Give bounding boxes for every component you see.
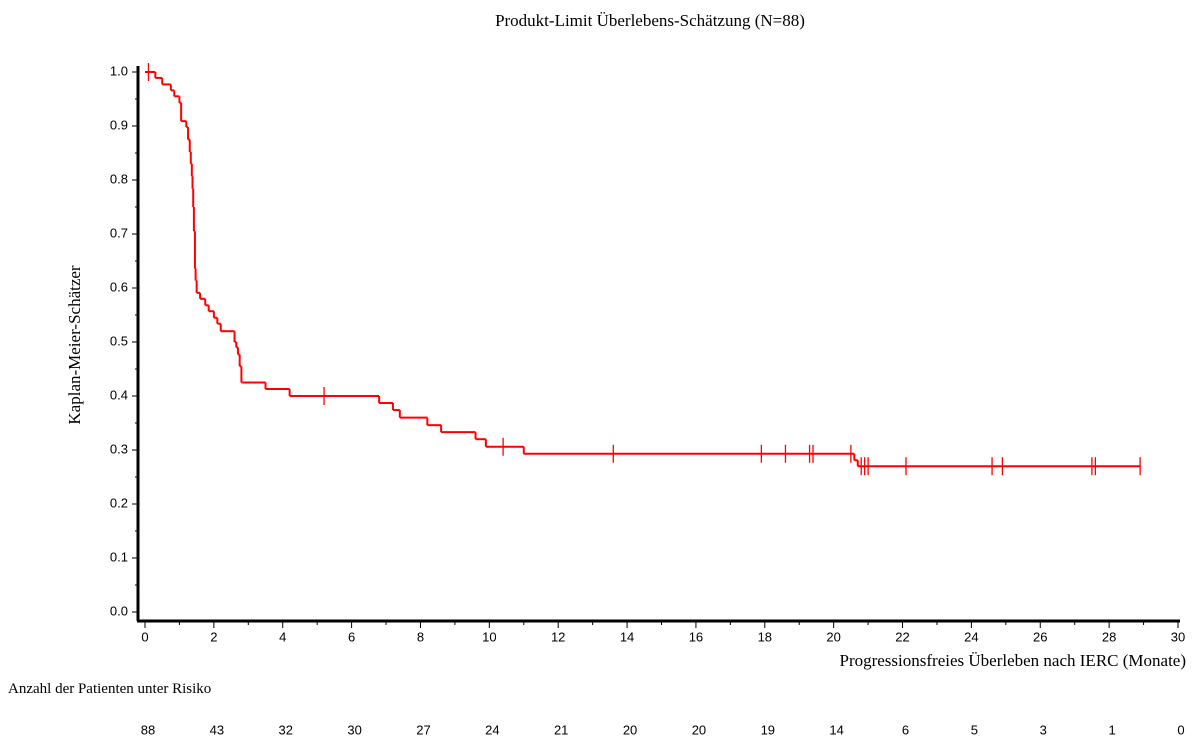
chart-title: Produkt-Limit Überlebens-Schätzung (N=88… (495, 11, 805, 30)
y-tick-label: 1.0 (110, 63, 128, 78)
x-axis-label: Progressionsfreies Überleben nach IERC (… (839, 651, 1186, 670)
y-tick-label: 0.4 (110, 387, 128, 402)
risk-count: 5 (971, 722, 978, 737)
x-tick-label: 0 (141, 629, 148, 644)
x-tick-label: 28 (1102, 629, 1116, 644)
y-tick-label: 0.2 (110, 495, 128, 510)
risk-count: 43 (210, 722, 224, 737)
y-tick-label: 0.8 (110, 171, 128, 186)
risk-count: 3 (1040, 722, 1047, 737)
risk-count: 21 (554, 722, 568, 737)
x-tick-label: 10 (482, 629, 496, 644)
y-tick-label: 0.1 (110, 549, 128, 564)
risk-count: 24 (485, 722, 499, 737)
risk-count: 27 (416, 722, 430, 737)
risk-count: 20 (623, 722, 637, 737)
y-tick-label: 0.0 (110, 603, 128, 618)
y-tick-label: 0.7 (110, 225, 128, 240)
x-tick-label: 6 (348, 629, 355, 644)
x-tick-label: 30 (1171, 629, 1185, 644)
x-tick-label: 20 (826, 629, 840, 644)
x-tick-label: 4 (279, 629, 286, 644)
x-tick-label: 24 (964, 629, 978, 644)
x-tick-label: 16 (689, 629, 703, 644)
y-tick-label: 0.5 (110, 333, 128, 348)
y-tick-label: 0.3 (110, 441, 128, 456)
risk-count: 32 (278, 722, 292, 737)
risk-count: 19 (761, 722, 775, 737)
risk-count: 20 (692, 722, 706, 737)
x-tick-label: 2 (210, 629, 217, 644)
y-tick-label: 0.9 (110, 117, 128, 132)
risk-count: 1 (1109, 722, 1116, 737)
risk-count: 88 (141, 722, 155, 737)
x-tick-label: 12 (551, 629, 565, 644)
risk-table-label: Anzahl der Patienten unter Risiko (8, 681, 212, 697)
x-tick-label: 26 (1033, 629, 1047, 644)
x-tick-label: 22 (895, 629, 909, 644)
x-tick-label: 8 (417, 629, 424, 644)
x-tick-label: 14 (620, 629, 634, 644)
risk-count: 0 (1177, 722, 1184, 737)
risk-count: 6 (902, 722, 909, 737)
y-tick-label: 0.6 (110, 279, 128, 294)
y-axis-label: Kaplan-Meier-Schätzer (65, 265, 84, 425)
risk-count: 30 (347, 722, 361, 737)
x-tick-label: 18 (758, 629, 772, 644)
risk-count: 14 (829, 722, 843, 737)
